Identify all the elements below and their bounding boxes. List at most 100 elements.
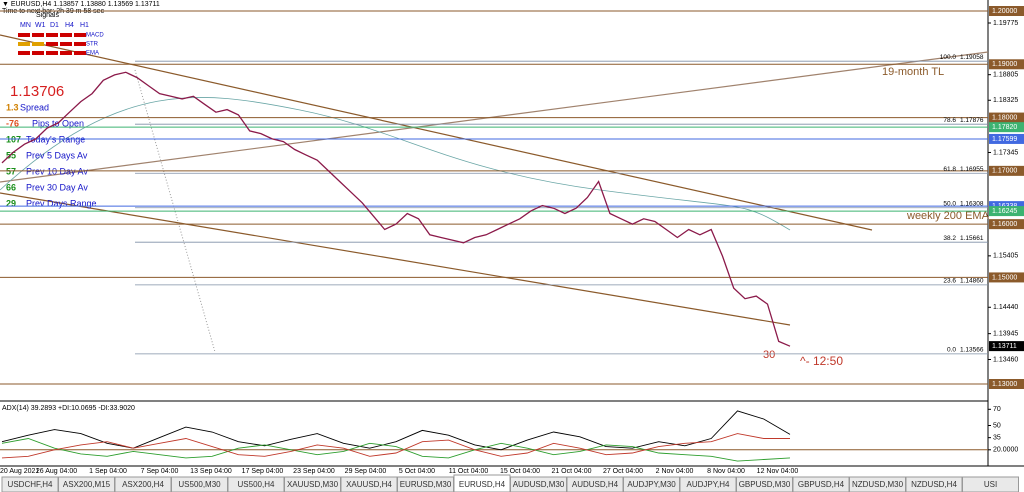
price-label: 1.14440	[993, 304, 1018, 311]
fib-price: 1.15661	[960, 235, 984, 242]
time-label: 29 Sep 04:00	[345, 468, 387, 475]
current-price: 1.13706	[10, 83, 64, 100]
price-label: 1.13460	[993, 356, 1018, 363]
price-label: 1.13000	[992, 381, 1017, 388]
time-label: 21 Oct 04:00	[551, 468, 591, 475]
channel-lower	[0, 192, 791, 326]
signal-timeframe: H1	[80, 22, 89, 29]
fib-price: 1.16308	[960, 200, 984, 207]
signal-cell	[32, 33, 44, 37]
tab-label[interactable]: ASX200,H4	[122, 480, 164, 489]
time-label: 7 Sep 04:00	[141, 468, 179, 475]
adx-axis-label: 35	[993, 434, 1001, 441]
signal-name: STR	[86, 42, 99, 48]
price-label: 1.18000	[992, 114, 1017, 121]
tab-label[interactable]: XAUUSD,M30	[287, 480, 339, 489]
time-label: 5 Oct 04:00	[399, 468, 435, 475]
signal-cell	[46, 42, 58, 46]
tab-label[interactable]: EURUSD,M30	[400, 480, 452, 489]
time-label: 15 Oct 04:00	[500, 468, 540, 475]
signal-cell	[60, 42, 72, 46]
stat-value: 55	[6, 150, 16, 160]
fib-level: 0.0	[947, 347, 956, 354]
time-label: 27 Oct 04:00	[603, 468, 643, 475]
tab-label[interactable]: GBPUSD,M30	[739, 480, 791, 489]
count-label: 30	[763, 349, 775, 361]
adx-minus-di	[1, 433, 790, 459]
price-label: 1.13945	[993, 330, 1018, 337]
time-label: 13 Sep 04:00	[190, 468, 232, 475]
price-box	[989, 6, 1024, 16]
price-box	[989, 379, 1024, 390]
tab-label[interactable]: XAUUSD,H4	[346, 480, 392, 489]
fib-level: 100.0	[940, 54, 957, 61]
price-label: 1.15405	[993, 253, 1018, 260]
time-label: 12 Nov 04:00	[757, 468, 799, 475]
tab[interactable]	[962, 476, 1019, 492]
fib-level: 78.6	[943, 117, 956, 124]
tab-label[interactable]: ASX200,M15	[63, 480, 111, 489]
tab-label[interactable]: AUDJPY,H4	[687, 480, 731, 489]
tab-label[interactable]: AUDUSD,M30	[513, 480, 565, 489]
price-box	[989, 219, 1024, 230]
stat-value: -76	[6, 118, 19, 128]
time-label: 2 Nov 04:00	[656, 468, 694, 475]
stat-value: 57	[6, 166, 16, 176]
stat-label: Prev 5 Days Av	[26, 150, 88, 160]
signal-cell	[18, 33, 30, 37]
trend-line-label: 19-month TL	[882, 66, 944, 78]
tab-label[interactable]: US500,H4	[238, 480, 275, 489]
adx-axis-label: 70	[993, 406, 1001, 413]
fib-level: 23.6	[943, 278, 956, 285]
price-label: 1.15000	[992, 274, 1017, 281]
price-label: 1.17000	[992, 168, 1017, 175]
signal-cell	[60, 33, 72, 37]
trend-line-19m	[0, 51, 989, 183]
signal-timeframe: W1	[35, 22, 46, 29]
ema-label: weekly 200 EMA	[906, 210, 990, 222]
signal-cell	[18, 42, 30, 46]
tab-label[interactable]: USDCHF,H4	[8, 480, 53, 489]
signal-cell	[32, 42, 44, 46]
stat-value: 66	[6, 182, 16, 192]
adx-plus-di	[1, 438, 791, 462]
stat-label: Prev 30 Day Av	[26, 182, 88, 192]
signal-name: EMA	[86, 51, 99, 57]
stat-label: Prev Days Range	[26, 198, 97, 208]
time-label: 1 Sep 04:00	[89, 468, 127, 475]
adx-axis-label: 50	[993, 422, 1001, 429]
signal-cell	[74, 51, 86, 55]
tab-label[interactable]: USI	[984, 480, 997, 489]
adx-title: ADX(14) 39.2893 +DI:10.0695 -DI:33.9020	[2, 405, 135, 412]
tab-label[interactable]: GBPUSD,H4	[798, 480, 845, 489]
price-box	[989, 272, 1024, 283]
fib-level: 38.2	[943, 235, 956, 242]
price-box	[989, 122, 1024, 133]
tab-label[interactable]: US500,M30	[178, 480, 221, 489]
signals-title: Signals	[36, 12, 59, 19]
signal-cell	[46, 51, 58, 55]
tab-label[interactable]: NZDUSD,H4	[911, 480, 957, 489]
symbol-line: ▼ EURUSD,H4 1.13857 1.13880 1.13569 1.13…	[2, 1, 160, 8]
signal-name: MACD	[86, 33, 104, 39]
price-label: 1.16245	[992, 208, 1017, 215]
channel-upper	[0, 34, 873, 231]
tab-label[interactable]: AUDUSD,H4	[572, 480, 619, 489]
fib-price: 1.16955	[960, 166, 984, 173]
stat-label: Prev 10 Day Av	[26, 166, 88, 176]
signal-cell	[32, 51, 44, 55]
signal-cell	[18, 51, 30, 55]
time-label: ^- 12:50	[800, 354, 843, 368]
fib-price: 1.13566	[960, 347, 984, 354]
price-label: 1.17345	[993, 149, 1018, 156]
price-box	[989, 59, 1024, 70]
tab-label[interactable]: EURUSD,H4	[459, 480, 506, 489]
signal-timeframe: D1	[50, 22, 59, 29]
time-label: 26 Aug 04:00	[36, 468, 77, 475]
fib-level: 50.0	[943, 200, 956, 207]
tab-label[interactable]: NZDUSD,M30	[852, 480, 904, 489]
price-label: 1.19775	[993, 20, 1018, 27]
tab-label[interactable]: AUDJPY,M30	[627, 480, 676, 489]
price-label: 1.16000	[992, 221, 1017, 228]
